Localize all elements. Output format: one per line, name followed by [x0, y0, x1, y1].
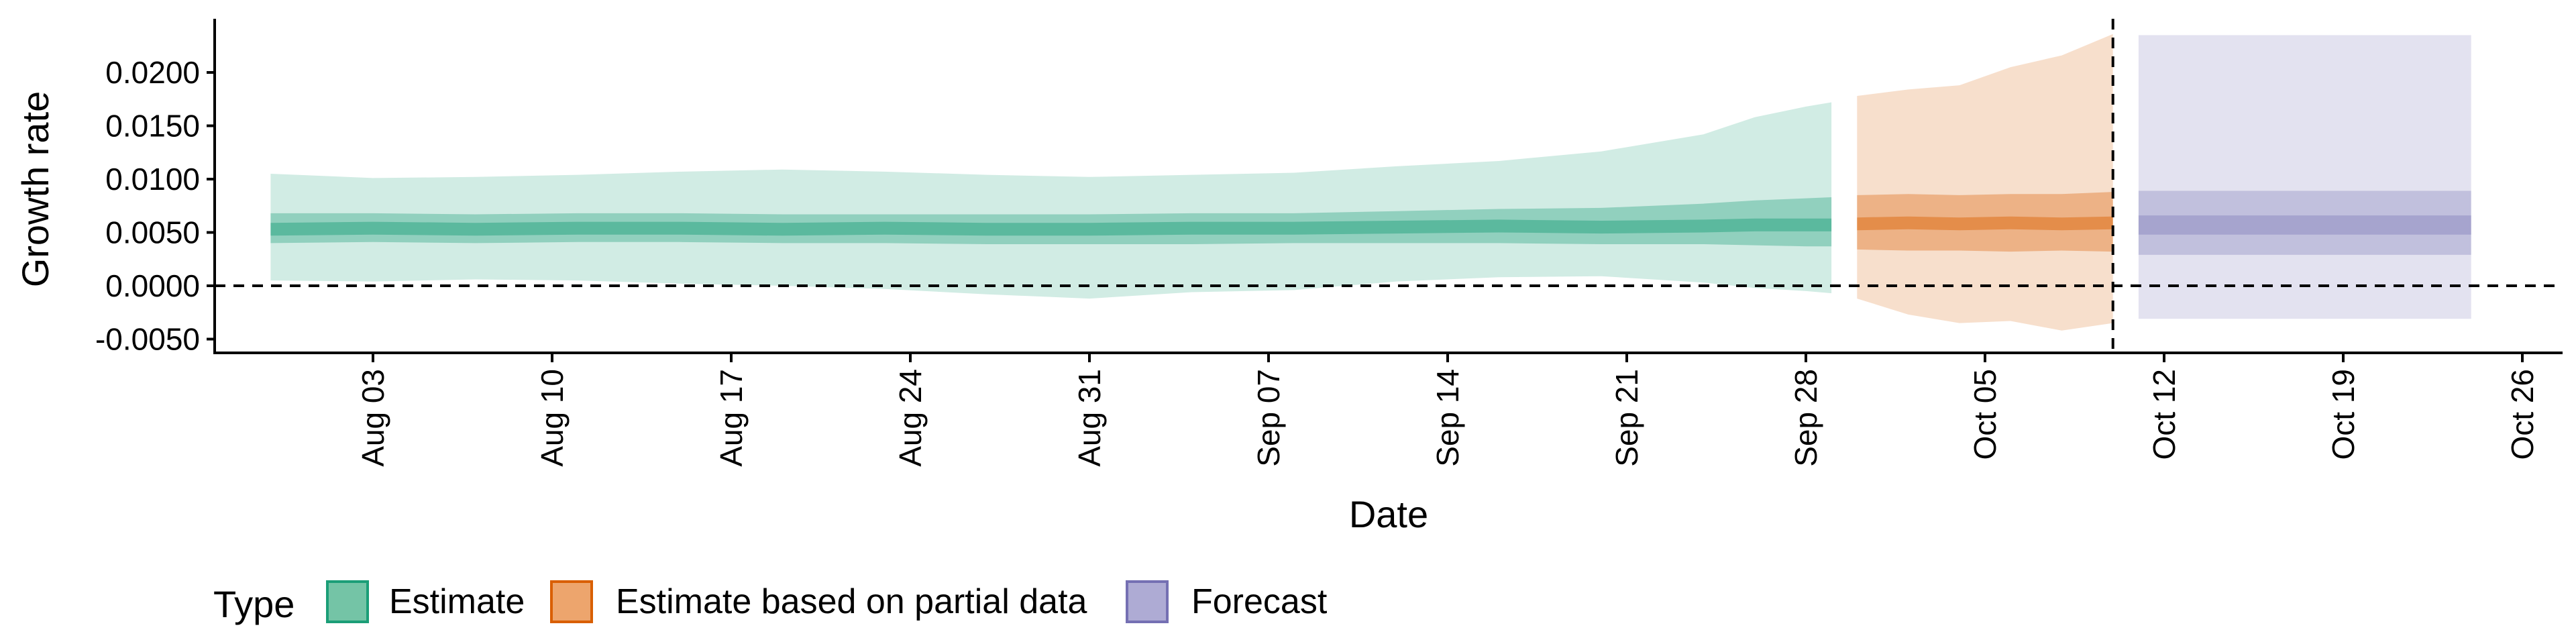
- band-20-forecast: [2138, 215, 2471, 235]
- legend-item-partial: Estimate based on partial data: [550, 580, 1087, 623]
- x-tick-label: Oct 26: [2505, 369, 2540, 460]
- x-tick-label: Oct 05: [1968, 369, 2002, 460]
- legend-swatch-estimate: [326, 580, 369, 623]
- x-tick-label: Sep 07: [1251, 369, 1286, 467]
- band-50-forecast: [2138, 191, 2471, 255]
- x-tick-label: Sep 28: [1788, 369, 1823, 467]
- y-tick-label: 0.0100: [105, 162, 200, 197]
- y-tick-label: 0.0050: [105, 215, 200, 250]
- y-axis-ticks: -0.0050 0.0000 0.0050 0.0100 0.0150 0.0200: [95, 55, 215, 357]
- y-tick-label: 0.0150: [105, 109, 200, 144]
- band-50-estimate: [270, 197, 1832, 247]
- x-tick-label: Oct 19: [2326, 369, 2361, 460]
- band-50-estimate-based-on-partial-data: [1857, 192, 2113, 252]
- legend-swatch-partial: [550, 580, 593, 623]
- x-tick-label: Sep 14: [1430, 369, 1465, 467]
- legend-swatch-forecast: [1126, 580, 1169, 623]
- legend: Type Estimate Estimate based on partial …: [213, 580, 1328, 625]
- band-median-estimate-based-on-partial-data: [1857, 216, 2113, 231]
- legend-item-forecast: Forecast: [1126, 580, 1328, 623]
- band-90-estimate-based-on-partial-data: [1857, 34, 2113, 331]
- x-tick-label: Aug 10: [535, 369, 570, 467]
- y-tick-label: -0.0050: [95, 322, 200, 357]
- band-90-forecast: [2138, 35, 2471, 319]
- legend-label-partial: Estimate based on partial data: [616, 582, 1087, 621]
- x-axis-ticks: Aug 03 Aug 10 Aug 17 Aug 24 Aug 31 Sep 07 Sep …: [356, 353, 2540, 467]
- x-tick-label: Aug 03: [356, 369, 390, 467]
- legend-item-estimate: Estimate: [326, 580, 525, 623]
- axes: [213, 19, 2563, 354]
- x-tick-label: Oct 12: [2147, 369, 2182, 460]
- legend-label-estimate: Estimate: [389, 582, 525, 621]
- band-median-estimate: [270, 218, 1832, 236]
- x-tick-label: Aug 17: [714, 369, 749, 467]
- legend-title: Type: [213, 583, 294, 625]
- x-tick-label: Aug 31: [1072, 369, 1107, 467]
- legend-label-forecast: Forecast: [1191, 582, 1328, 621]
- y-tick-label: 0.0000: [105, 268, 200, 303]
- band-90-estimate: [270, 102, 1832, 299]
- y-tick-label: 0.0200: [105, 55, 200, 90]
- uncertainty-bands: [270, 34, 2471, 331]
- x-tick-label: Aug 24: [893, 369, 928, 467]
- y-axis-title: Growth rate: [14, 91, 56, 288]
- x-tick-label: Sep 21: [1609, 369, 1644, 467]
- x-axis-title: Date: [1349, 493, 1428, 535]
- reference-lines: [215, 19, 2563, 353]
